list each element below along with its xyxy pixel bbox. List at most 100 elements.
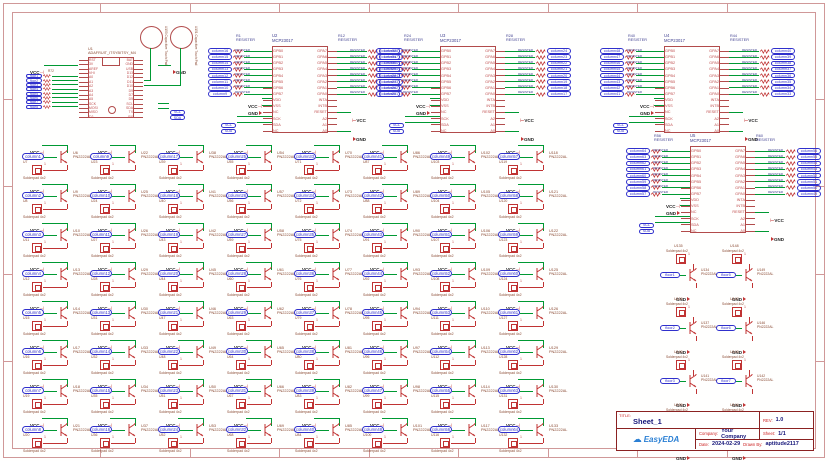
column-net-row[interactable]: RESISTER column24 [505,48,571,54]
column-net-row[interactable]: column25 RESISTER [376,90,440,97]
npn-transistor-icon[interactable] [533,384,547,399]
column-net-flag[interactable]: column32 [226,426,248,433]
solderpad-icon[interactable] [236,438,246,448]
net-flag[interactable]: column23 [547,54,571,60]
column-driver-cell[interactable]: VCC⊣ column18 U41 PN2222AL 1 [158,181,227,220]
column-driver-cell[interactable]: VCC⊣ column20 U45 PN2222AL 1 [158,259,227,298]
solderpad-icon[interactable] [440,438,450,448]
column-net-flag[interactable]: column18 [158,192,180,199]
touch-pad-circle[interactable] [140,26,163,49]
pin[interactable]: VHI [79,71,109,75]
npn-transistor-icon[interactable] [397,228,411,243]
column-net-row[interactable]: column48 RESISTER [600,48,664,54]
mcu-body[interactable] [88,57,134,118]
solderpad-icon[interactable] [168,282,178,292]
column-net-row[interactable]: column43 RESISTER [600,78,664,85]
vcc-flag[interactable]: VCC⊣ [30,70,44,76]
solderpad-icon[interactable] [508,360,518,370]
resistor-icon[interactable] [785,179,797,185]
net-flag[interactable]: column59 [626,179,650,185]
column-driver-cell[interactable]: VCC⊣ column36 U77 PN2222AL 1 [294,259,363,298]
pin[interactable]: SCK [655,116,687,122]
column-driver-cell[interactable]: VCC⊣ column2 U9 PN2222AL 1 [22,181,91,220]
npn-transistor-icon[interactable] [465,306,479,321]
column-driver-cell[interactable]: VCC⊣ column9 U22 PN2222AL 1 [90,142,159,181]
pin[interactable]: A0 [697,128,729,134]
solderpad-icon[interactable] [236,282,246,292]
column-net-flag[interactable]: column21 [158,309,180,316]
npn-transistor-icon[interactable] [397,267,411,282]
column-driver-cell[interactable]: VCC⊣ column56 U117 PN2222AL 1 [430,415,499,454]
company-value[interactable]: Your Company [721,428,747,439]
column-net-flag[interactable]: column47 [362,387,384,394]
drawn-by-value[interactable]: aptitude2117 [765,441,799,448]
column-driver-cell[interactable]: VCC⊣ column46 U97 PN2222AL 1 [362,337,431,376]
solderpad-icon[interactable] [508,399,518,409]
solderpad-icon[interactable] [676,254,686,264]
column-net-flag[interactable]: column38 [294,348,316,355]
net-flag[interactable]: column46 [600,60,624,67]
resistor-icon[interactable] [535,54,547,60]
net-flag[interactable]: column25 [376,91,400,97]
net-flag[interactable]: column51 [797,179,821,185]
npn-transistor-icon[interactable] [465,345,479,360]
resistor-icon[interactable] [42,74,52,79]
npn-transistor-icon[interactable] [533,189,547,204]
column-net-flag[interactable]: column40 [294,426,316,433]
resistor-icon[interactable] [232,60,244,66]
column-net-row[interactable]: column11 RESISTER [208,78,272,85]
npn-transistor-icon[interactable] [261,150,275,165]
net-flag[interactable]: column36 [771,72,795,79]
column-net-flag[interactable]: column39 [294,387,316,394]
pin[interactable]: SDA [431,122,463,128]
resistor-icon[interactable] [535,79,547,85]
pin[interactable]: D2 [79,115,109,119]
chip-body[interactable] [664,46,720,133]
pin[interactable]: VDD [655,97,687,103]
resistor-icon[interactable] [759,91,771,97]
column-net-flag[interactable]: column53 [430,309,452,316]
column-net-row[interactable]: column15 RESISTER [208,54,272,60]
column-driver-cell[interactable]: VCC⊣ column39 U82 PN2222AL 1 [294,376,363,415]
resistor-icon[interactable] [624,85,636,91]
pin[interactable]: A1 [79,80,109,84]
column-net-row[interactable]: column32 RESISTER [376,48,440,54]
floor-net-flag[interactable]: floor6 [716,325,736,331]
npn-transistor-icon[interactable] [465,189,479,204]
net-flag[interactable]: column41 [600,91,624,97]
pin[interactable]: GPA0 [473,91,505,97]
npn-transistor-icon[interactable] [329,189,343,204]
resistor-icon[interactable] [624,73,636,79]
resistor-icon[interactable] [785,154,797,160]
column-net-flag[interactable]: column37 [294,309,316,316]
column-net-flag[interactable]: column5 [22,309,44,316]
resistor-icon[interactable] [400,54,412,60]
column-driver-cell[interactable]: VCC⊣ column11 U26 PN2222AL 1 [90,220,159,259]
column-net-row[interactable]: column63 RESISTER [626,154,690,160]
pin[interactable]: GPA2 [697,79,729,85]
column-driver-cell[interactable]: VCC⊣ column61 U126 PN2222AL 1 [498,298,567,337]
resistor-icon[interactable] [42,78,52,83]
gnd-flag[interactable]: GND [676,447,690,461]
npn-transistor-icon[interactable] [57,267,71,282]
column-net-flag[interactable]: column1 [22,153,44,160]
solderpad-icon[interactable] [304,165,314,175]
floor-net-flag[interactable]: floor1 [660,272,680,278]
sheet-value[interactable]: 1/1 [778,430,786,437]
resistor-icon[interactable] [232,54,244,60]
net-flag[interactable]: column14 [208,60,232,67]
column-net-row[interactable]: column42 RESISTER [600,84,664,91]
resistor-icon[interactable] [624,91,636,97]
column-net-row[interactable]: RESISTER column19 [505,78,571,85]
solderpad-icon[interactable] [372,360,382,370]
pin[interactable]: RESET [473,109,505,115]
column-driver-cell[interactable]: VCC⊣ column64 U133 PN2222AL 1 [498,415,567,454]
resistor-icon[interactable] [535,73,547,79]
pin[interactable]: INTB [723,203,755,209]
solderpad-icon[interactable] [100,204,110,214]
column-driver-cell[interactable]: VCC⊣ column38 U81 PN2222AL 1 [294,337,363,376]
solderpad-icon[interactable] [32,204,42,214]
column-net-row[interactable]: column58 RESISTER [626,184,690,191]
npn-transistor-icon[interactable] [193,267,207,282]
